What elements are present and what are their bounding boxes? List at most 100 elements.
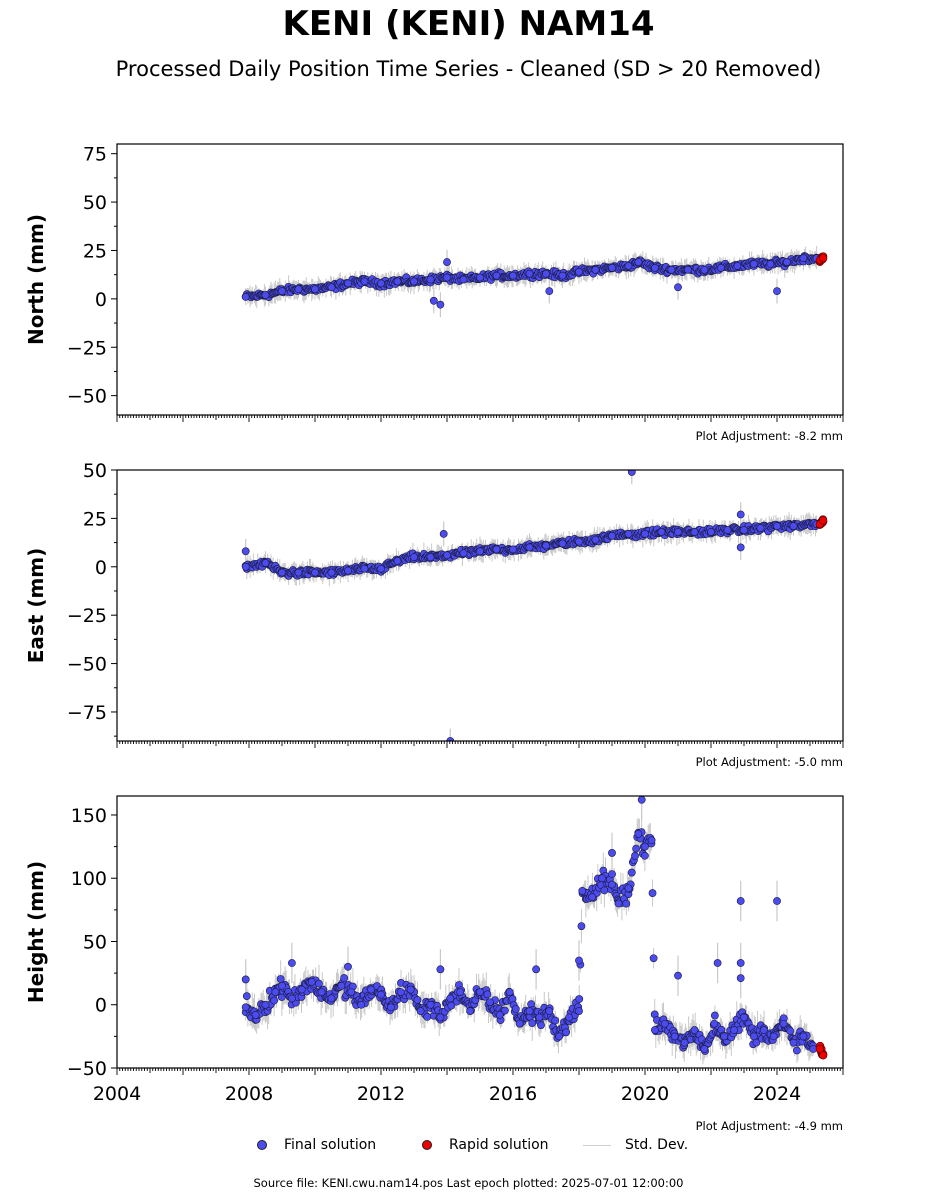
final-point — [509, 545, 517, 554]
final-point — [545, 1007, 554, 1015]
final-point — [720, 1032, 729, 1041]
final-point — [278, 287, 286, 296]
final-point — [707, 528, 715, 536]
rapid-point — [819, 1051, 828, 1060]
x-tick-label: 2004 — [93, 1083, 141, 1105]
final-point — [624, 529, 633, 538]
final-point-outlier — [439, 529, 448, 538]
y-tick-label: 50 — [83, 192, 107, 214]
final-point — [360, 277, 369, 286]
final-point-outlier — [674, 971, 682, 980]
final-point-outlier — [674, 283, 682, 292]
final-point — [733, 262, 742, 270]
y-tick-label: 50 — [83, 931, 107, 953]
y-tick-label: 100 — [71, 868, 107, 890]
final-point — [562, 1028, 571, 1037]
legend: Final solution Rapid solution Std. Dev. — [0, 1137, 937, 1157]
final-point — [710, 1019, 719, 1028]
final-point-outlier — [436, 300, 445, 309]
page-title: KENI (KENI) NAM14 — [282, 4, 655, 44]
y-tick-label: −50 — [67, 386, 107, 408]
final-point — [410, 553, 418, 562]
final-point — [271, 988, 280, 996]
final-point — [680, 1038, 689, 1047]
final-point — [525, 269, 534, 278]
final-point — [278, 981, 286, 990]
y-tick-label: 25 — [83, 508, 107, 530]
final-point — [723, 526, 732, 534]
y-tick-label: 50 — [83, 460, 107, 482]
final-point — [426, 275, 435, 284]
final-point — [558, 539, 567, 548]
final-point — [360, 564, 369, 573]
final-point — [634, 258, 643, 266]
final-point — [443, 551, 451, 560]
final-point — [261, 291, 270, 299]
final-point — [649, 954, 658, 963]
y-tick-label: 75 — [83, 144, 107, 166]
final-point — [261, 559, 270, 567]
final-point — [396, 988, 405, 996]
final-point — [608, 263, 616, 272]
final-point-outlier — [736, 959, 745, 967]
final-point — [750, 260, 758, 268]
final-point-outlier — [773, 287, 781, 296]
final-point-outlier — [429, 296, 438, 305]
final-point — [631, 852, 639, 860]
final-point-outlier — [736, 543, 745, 552]
final-point — [525, 543, 534, 552]
final-point — [261, 1000, 270, 1009]
height-mm-adjustment-note: Plot Adjustment: -4.9 mm — [696, 1119, 843, 1133]
plot-area — [241, 246, 828, 318]
final-point — [251, 1010, 260, 1019]
final-point — [423, 1012, 432, 1021]
final-point — [500, 1006, 509, 1015]
final-point — [684, 265, 692, 274]
final-point — [495, 1010, 504, 1019]
final-point — [575, 1007, 583, 1015]
y-tick-label: −25 — [67, 337, 107, 359]
final-point-outlier — [627, 470, 636, 476]
final-point — [575, 995, 584, 1003]
final-point-outlier — [736, 897, 745, 905]
final-point — [624, 884, 633, 893]
final-point — [476, 273, 484, 282]
rapid-point — [819, 516, 828, 525]
legend-stddev-label: Std. Dev. — [625, 1137, 689, 1153]
final-point — [766, 260, 775, 268]
final-point-outlier — [446, 737, 455, 741]
rapid-point — [815, 1044, 825, 1054]
final-point — [756, 524, 765, 532]
final-point — [456, 988, 465, 996]
final-point — [367, 985, 375, 994]
final-point — [542, 269, 550, 278]
final-point — [779, 1019, 788, 1028]
final-point — [740, 526, 748, 534]
final-point — [717, 263, 725, 272]
final-point — [515, 1019, 524, 1028]
final-point — [730, 1026, 738, 1034]
final-point — [535, 1013, 544, 1022]
north-mm-axis-label: North (mm) — [24, 214, 48, 345]
final-point — [740, 1013, 748, 1022]
final-point — [377, 990, 385, 999]
final-point — [632, 844, 641, 853]
final-point — [241, 1003, 250, 1012]
final-point — [492, 271, 501, 280]
final-point — [565, 1013, 573, 1022]
final-point — [660, 1019, 669, 1028]
final-point — [327, 568, 336, 577]
y-tick-label: −25 — [67, 605, 107, 627]
final-point — [476, 988, 484, 996]
final-point — [578, 886, 587, 895]
final-point — [700, 1045, 709, 1053]
final-point — [426, 553, 435, 562]
final-point-outlier — [241, 547, 250, 556]
final-point — [476, 547, 484, 556]
final-point — [307, 978, 316, 986]
plot-area — [241, 796, 828, 1065]
final-point-outlier — [773, 897, 781, 905]
final-point — [591, 535, 600, 544]
final-point — [627, 868, 636, 877]
x-tick-label: 2016 — [489, 1083, 537, 1105]
